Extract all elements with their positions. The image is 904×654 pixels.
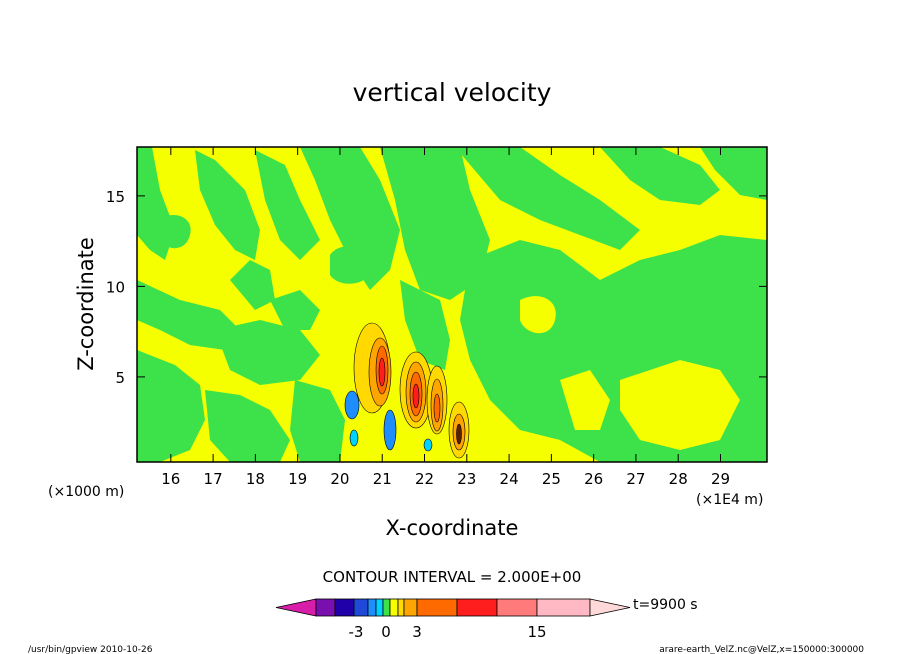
x-tick-label: 19 [288, 470, 307, 488]
colorbar-segment [397, 598, 405, 617]
colorbar-segment [315, 598, 336, 617]
footer-right: arare-earth_VelZ.nc@VelZ,x=150000:300000 [659, 645, 864, 654]
yellow-region [620, 360, 740, 450]
x-axis-label: X-coordinate [386, 516, 519, 540]
x-tick-label: 16 [161, 470, 180, 488]
colorbar-segment [275, 598, 317, 617]
x-tick-label: 28 [669, 470, 688, 488]
green-region [205, 390, 290, 462]
x-tick-label: 27 [626, 470, 645, 488]
colorbar-segment [416, 598, 458, 617]
green-region [455, 147, 640, 250]
footer-left: /usr/bin/gpview 2010-10-26 [28, 645, 153, 654]
colorbar-tick-label: -3 [349, 623, 364, 641]
y-tick-label: 15 [106, 188, 125, 206]
x-tick-label: 17 [204, 470, 223, 488]
chart-title: vertical velocity [353, 78, 552, 107]
colorbar-tick-label: 0 [381, 623, 391, 641]
yellow-region [520, 296, 556, 334]
colorbar-tick-label: 3 [412, 623, 422, 641]
colorbar-segment [496, 598, 538, 617]
x-unit-right: (×1E4 m) [696, 492, 763, 508]
green-region [160, 215, 191, 249]
y-axis: 5 10 15 [106, 188, 767, 387]
colorbar-segment [456, 598, 498, 617]
colorbar-segment [403, 598, 418, 617]
y-tick-label: 5 [115, 369, 125, 387]
green-region [700, 147, 767, 200]
green-region [137, 350, 205, 462]
core-contour [344, 390, 360, 420]
core-contour [383, 409, 397, 451]
green-region [330, 246, 373, 284]
x-tick-label: 20 [330, 470, 349, 488]
yellow-region [560, 370, 610, 430]
green-region [255, 150, 320, 260]
core-contour [433, 393, 441, 423]
x-tick-label: 21 [373, 470, 392, 488]
green-region [230, 260, 275, 310]
green-region [137, 280, 240, 350]
colorbar-segment [536, 598, 591, 617]
core-contour [412, 383, 420, 409]
green-region [400, 280, 450, 370]
core-contour [378, 357, 386, 387]
colorbar-segment [353, 598, 369, 617]
colorbar-segment [389, 598, 399, 617]
x-tick-label: 26 [584, 470, 603, 488]
core-contour [349, 429, 359, 447]
green-region [215, 320, 320, 385]
contour-interval-text: CONTOUR INTERVAL = 2.000E+00 [323, 568, 582, 586]
colorbar-segment [589, 598, 631, 617]
core-contour [456, 423, 462, 445]
green-region [420, 182, 449, 230]
colorbar: -3 0 3 15 [275, 598, 631, 641]
core-contour [423, 438, 433, 452]
x-tick-label: 25 [542, 470, 561, 488]
green-region [195, 150, 260, 260]
colorbar-segment [334, 598, 355, 617]
x-axis: 16 17 18 19 20 21 22 23 24 25 26 27 28 29 [161, 147, 730, 488]
x-tick-label: 29 [711, 470, 730, 488]
x-unit-left: (×1000 m) [48, 484, 124, 500]
x-tick-label: 23 [457, 470, 476, 488]
colorbar-tick-label: 15 [527, 623, 546, 641]
colorbar-segment [382, 598, 391, 617]
time-label: t=9900 s [633, 597, 698, 613]
green-region [600, 147, 720, 205]
contour-field [137, 147, 767, 462]
green-region [290, 380, 345, 462]
green-region [270, 290, 320, 330]
x-tick-label: 22 [415, 470, 434, 488]
y-axis-label: Z-coordinate [74, 237, 98, 371]
colorbar-segment [367, 598, 377, 617]
green-region [300, 147, 400, 290]
colorbar-segment [375, 598, 384, 617]
x-tick-label: 24 [500, 470, 519, 488]
x-tick-label: 18 [246, 470, 265, 488]
y-tick-label: 10 [106, 278, 125, 296]
plot-frame [136, 146, 768, 463]
